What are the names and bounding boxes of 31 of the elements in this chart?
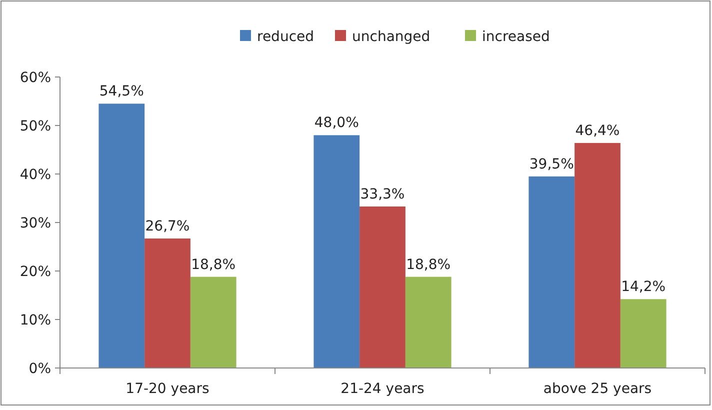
y-tick-label: 0% — [28, 360, 51, 377]
bar — [528, 176, 575, 368]
data-label: 26,7% — [145, 218, 190, 235]
y-tick-label: 30% — [20, 215, 51, 232]
data-label: 48,0% — [314, 115, 359, 132]
legend-label: reduced — [257, 28, 314, 45]
bar — [360, 206, 406, 368]
y-tick-label: 10% — [20, 312, 51, 328]
data-label: 54,5% — [99, 84, 144, 100]
y-tick-label: 50% — [20, 118, 51, 134]
bar — [574, 142, 620, 368]
y-tick-label: 20% — [20, 264, 51, 280]
x-tick-label: 21-24 years — [340, 381, 424, 397]
y-tick-label: 60% — [20, 70, 51, 86]
y-tick-label: 40% — [20, 166, 51, 183]
data-label: 14,2% — [621, 279, 666, 296]
bar — [620, 299, 666, 368]
legend-label: unchanged — [352, 28, 430, 45]
bar — [98, 104, 145, 368]
data-label: 39,5% — [529, 156, 574, 172]
data-label: 18,8% — [191, 256, 236, 273]
data-label: 18,8% — [406, 256, 451, 273]
x-tick-label: 17-20 years — [126, 381, 210, 397]
data-label: 46,4% — [575, 122, 620, 139]
bar — [190, 276, 236, 368]
bar — [405, 276, 452, 368]
bar — [314, 135, 360, 368]
data-label: 33,3% — [360, 186, 405, 202]
legend-label: increased — [482, 28, 550, 45]
bar — [144, 238, 190, 368]
x-tick-label: above 25 years — [543, 381, 652, 397]
